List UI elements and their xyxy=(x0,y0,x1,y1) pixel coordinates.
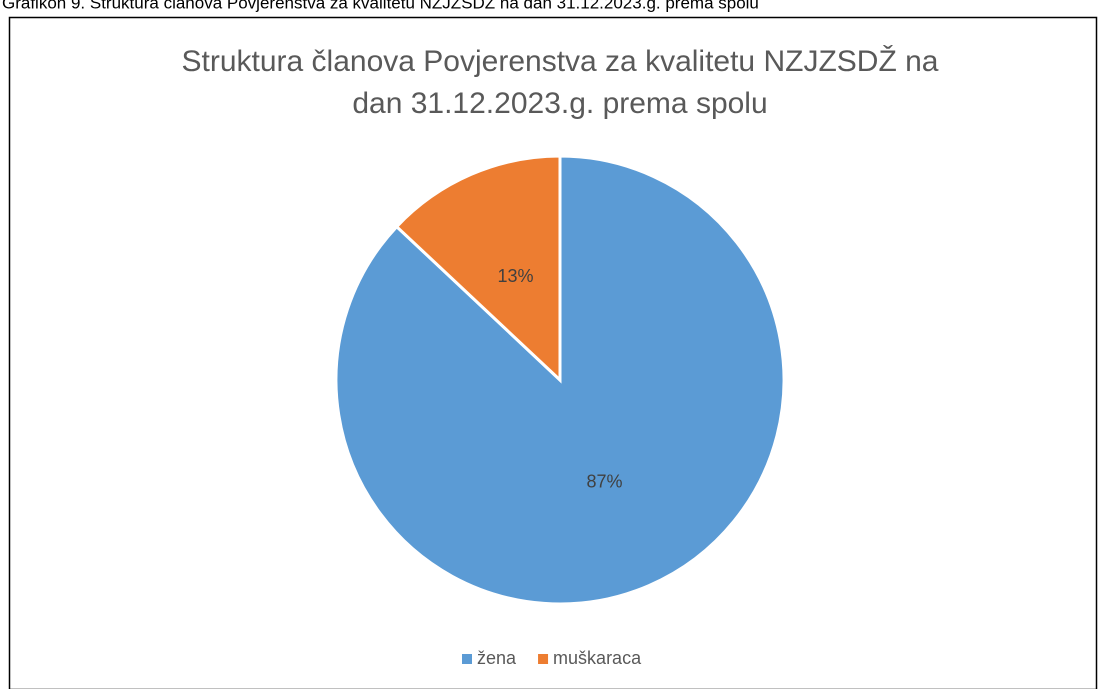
legend-label: žena xyxy=(477,648,517,668)
legend-label: muškaraca xyxy=(553,648,642,668)
legend-swatch xyxy=(538,654,549,664)
chart-title: dan 31.12.2023.g. prema spolu xyxy=(352,87,767,120)
data-label: 13% xyxy=(498,266,534,286)
legend-swatch xyxy=(462,654,472,664)
data-label: 87% xyxy=(586,472,622,492)
chart-title: Struktura članova Povjerenstva za kvalit… xyxy=(182,45,939,78)
caption: Grafikon 9. Struktura članova Povjerenst… xyxy=(2,0,759,12)
pie-slice xyxy=(394,154,562,384)
